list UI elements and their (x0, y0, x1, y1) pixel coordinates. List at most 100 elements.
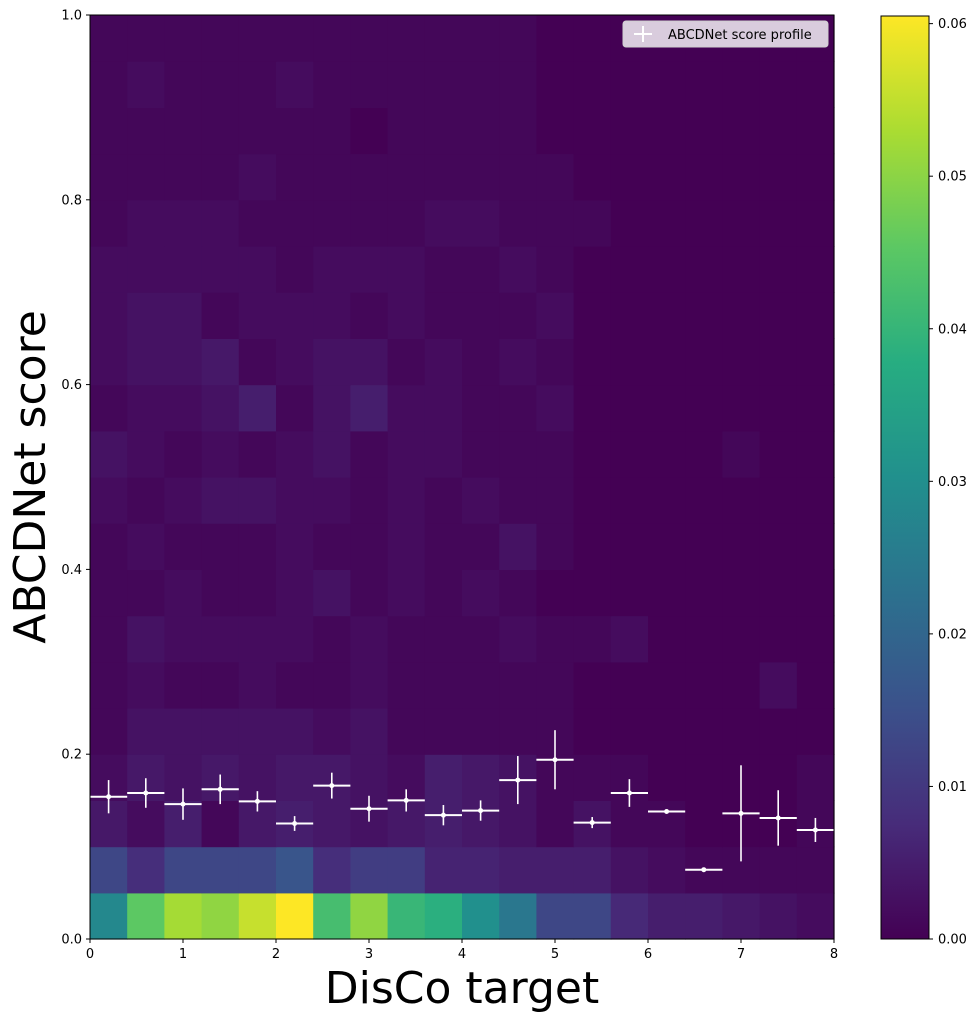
heatmap-cell (648, 523, 686, 570)
heatmap-cell (387, 661, 426, 709)
heatmap-cell (499, 107, 537, 155)
heatmap-cell (462, 523, 500, 570)
colorbar-tick-label: 0.04 (938, 322, 967, 337)
heatmap-cell (648, 246, 686, 293)
heatmap-cell (276, 153, 314, 201)
heatmap-cell (387, 384, 426, 432)
heatmap-cell (238, 477, 277, 524)
profile-marker (180, 801, 186, 807)
heatmap-cell (499, 292, 537, 339)
heatmap-cell (387, 615, 426, 663)
heatmap-cell (90, 892, 128, 940)
heatmap-cell (573, 754, 612, 801)
heatmap-cell (424, 384, 463, 432)
heatmap-cell (648, 892, 686, 940)
heatmap-cell (499, 153, 537, 201)
heatmap-cell (796, 246, 835, 293)
heatmap-cell (387, 477, 426, 524)
heatmap-cell (722, 107, 761, 155)
heatmap-cell (90, 661, 128, 709)
heatmap-cell (424, 338, 463, 386)
profile-point (759, 790, 797, 846)
profile-marker (478, 808, 484, 814)
heatmap-cell (462, 569, 500, 617)
heatmap-cell (722, 153, 761, 201)
heatmap-cell (796, 61, 835, 108)
heatmap-cell (201, 430, 240, 478)
heatmap-cell (424, 292, 463, 339)
profile-point (648, 808, 686, 814)
heatmap-cell (610, 430, 649, 478)
x-tick-label: 3 (365, 947, 373, 962)
heatmap-cell (424, 523, 463, 570)
heatmap-cell (610, 61, 649, 108)
heatmap-cell (387, 61, 426, 108)
heatmap-cell (350, 199, 389, 247)
heatmap-cell (573, 199, 612, 247)
heatmap-cell (722, 615, 761, 663)
heatmap-cell (796, 199, 835, 247)
heatmap-cell (424, 430, 463, 478)
heatmap-cell (536, 430, 575, 478)
heatmap-cell (350, 523, 389, 570)
heatmap-cell (536, 661, 575, 709)
heatmap-cell (573, 892, 612, 940)
heatmap-cell (387, 199, 426, 247)
heatmap-cell (90, 338, 128, 386)
heatmap-cell (238, 569, 277, 617)
heatmap-cell (276, 523, 314, 570)
heatmap-cell (313, 708, 351, 755)
heatmap-cell (499, 384, 537, 432)
heatmap-cell (536, 292, 575, 339)
heatmap-cell (610, 107, 649, 155)
heatmap-cell (127, 708, 165, 755)
heatmap-cell (759, 338, 798, 386)
heatmap-cell (201, 153, 240, 201)
heatmap-cell (648, 615, 686, 663)
heatmap-cell (573, 384, 612, 432)
heatmap-cell (499, 615, 537, 663)
heatmap-cell (201, 384, 240, 432)
heatmap-cell (164, 153, 203, 201)
heatmap-cell (499, 523, 537, 570)
heatmap-cell (759, 892, 798, 940)
heatmap-cell (424, 107, 463, 155)
heatmap-cell (201, 107, 240, 155)
heatmap-cell (462, 199, 500, 247)
heatmap-cell (127, 569, 165, 617)
heatmap-cell (759, 477, 798, 524)
heatmap-cell (424, 754, 463, 801)
heatmap-cell (276, 754, 314, 801)
heatmap-cell (759, 569, 798, 617)
heatmap-cell (313, 199, 351, 247)
heatmap-cell (796, 615, 835, 663)
heatmap-cell (685, 523, 723, 570)
profile-point (424, 805, 462, 826)
heatmap-cell (462, 384, 500, 432)
profile-point (313, 772, 351, 799)
heatmap-cell (164, 430, 203, 478)
heatmap-cell (164, 384, 203, 432)
heatmap-cell (499, 846, 537, 894)
heatmap-cell (648, 384, 686, 432)
x-axis-ticks: 0 1 2 3 4 5 6 7 8 (86, 939, 838, 962)
profile-marker (552, 757, 558, 763)
colorbar-tick-label: 0.00 (938, 933, 967, 948)
heatmap-cell (313, 846, 351, 894)
heatmap-cell (201, 708, 240, 755)
profile-point (350, 795, 388, 822)
heatmap-cell (276, 107, 314, 155)
legend-entry-label: ABCDNet score profile (668, 28, 812, 43)
profile-marker (515, 777, 521, 783)
heatmap-cell (573, 569, 612, 617)
heatmap-cell (648, 800, 686, 848)
y-axis-label: ABCDNet score (5, 310, 56, 644)
heatmap-cell (685, 661, 723, 709)
heatmap-cell (164, 892, 203, 940)
profile-point (90, 780, 128, 814)
profile-marker (812, 827, 818, 833)
heatmap-cell (201, 569, 240, 617)
heatmap-cell (90, 15, 128, 62)
heatmap-cell (796, 569, 835, 617)
